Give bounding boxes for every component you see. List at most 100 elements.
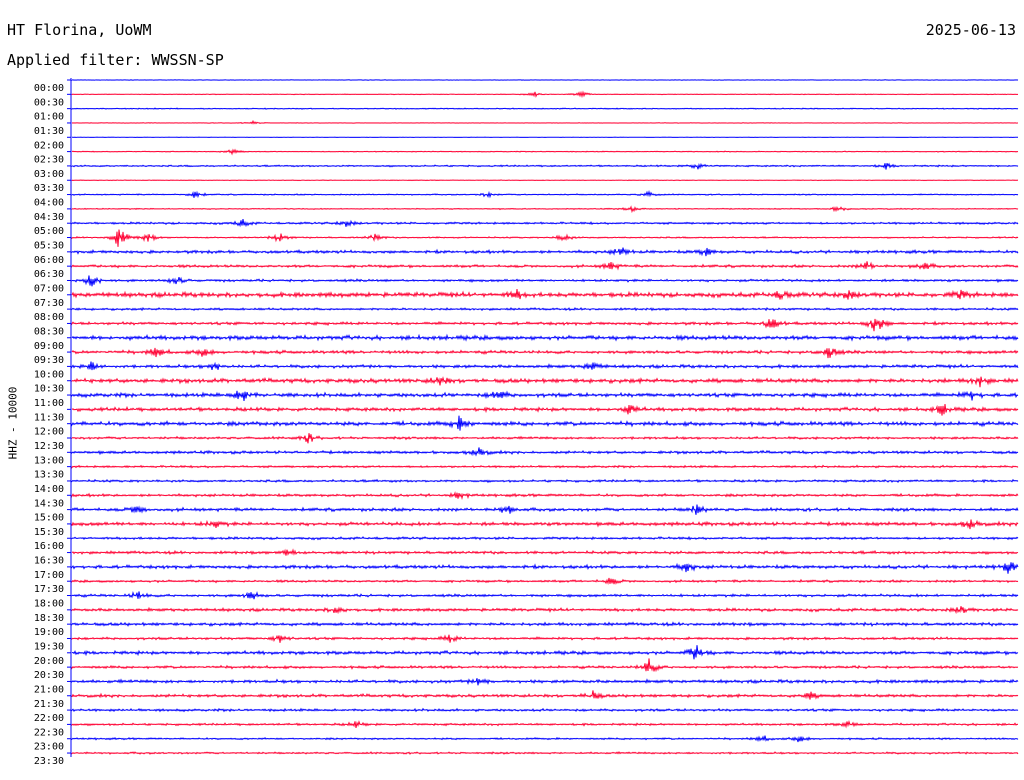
trace-row-0800 [71, 306, 1019, 312]
row-label-group: 00:00 00:30 01:00 01:30 02:00 02:30 03:00 03:30… [34, 83, 64, 767]
trace-row-1000 [71, 361, 1019, 371]
station-title: HT Florina, UoWM [7, 21, 152, 39]
trace-row-1830 [71, 606, 1019, 615]
row-time-label: 07:30 [34, 298, 64, 309]
trace-row-1430 [71, 491, 1019, 500]
row-time-label: 21:30 [34, 699, 64, 710]
filter-name: WWSSN-SP [151, 51, 224, 69]
trace-row-0430 [71, 205, 1019, 214]
trace-row-2230 [71, 719, 1019, 729]
row-time-label: 11:00 [34, 398, 64, 409]
trace-row-1200 [71, 415, 1019, 431]
row-time-label: 03:30 [34, 183, 64, 194]
row-time-label: 13:30 [34, 470, 64, 481]
row-time-label: 22:00 [34, 713, 64, 724]
trace-row-1530 [71, 519, 1019, 530]
row-time-label: 15:30 [34, 527, 64, 538]
row-time-label: 17:30 [34, 584, 64, 595]
trace-row-1400 [71, 478, 1019, 484]
row-time-label: 23:30 [34, 756, 64, 767]
row-time-label: 07:00 [34, 283, 64, 294]
filter-label: Applied filter: [7, 51, 143, 69]
row-time-label: 12:30 [34, 441, 64, 452]
trace-row-0100 [71, 107, 1019, 110]
row-time-label: 14:30 [34, 498, 64, 509]
row-time-label: 00:00 [34, 83, 64, 94]
trace-row-0330 [71, 179, 1019, 182]
filter-line: Applied filter: WWSSN-SP [7, 51, 224, 69]
row-time-label: 15:00 [34, 513, 64, 524]
trace-row-1300 [71, 447, 1019, 457]
row-time-label: 01:30 [34, 126, 64, 137]
trace-row-2030 [71, 658, 1019, 673]
trace-row-2130 [71, 690, 1019, 700]
row-time-label: 05:00 [34, 226, 64, 237]
trace-row-0400 [71, 190, 1019, 199]
trace-row-0900 [71, 333, 1019, 342]
trace-row-0730 [71, 288, 1019, 301]
row-time-label: 04:00 [34, 198, 64, 209]
trace-row-1600 [71, 535, 1019, 541]
trace-row-1030 [71, 376, 1019, 388]
trace-row-0830 [71, 318, 1019, 332]
row-time-label: 16:30 [34, 556, 64, 567]
row-time-label: 09:30 [34, 355, 64, 366]
row-time-label: 00:30 [34, 97, 64, 108]
trace-row-2330 [71, 751, 1019, 755]
trace-row-1900 [71, 621, 1019, 628]
trace-row-0500 [71, 219, 1019, 228]
trace-row-0630 [71, 261, 1019, 271]
row-time-label: 02:30 [34, 155, 64, 166]
trace-row-2300 [71, 735, 1019, 743]
row-time-label: 02:00 [34, 140, 64, 151]
trace-row-0130 [71, 119, 1018, 125]
row-time-label: 06:30 [34, 269, 64, 280]
row-time-label: 19:30 [34, 641, 64, 652]
row-time-label: 13:00 [34, 455, 64, 466]
trace-row-0700 [71, 275, 1019, 287]
trace-row-0030 [71, 90, 1019, 99]
row-time-label: 20:30 [34, 670, 64, 681]
trace-row-1230 [71, 433, 1019, 444]
trace-row-2200 [71, 707, 1019, 713]
row-time-label: 03:00 [34, 169, 64, 180]
row-time-label: 20:00 [34, 656, 64, 667]
row-time-label: 06:00 [34, 255, 64, 266]
trace-row-2100 [71, 678, 1019, 686]
row-time-label: 23:00 [34, 742, 64, 753]
trace-row-1700 [71, 562, 1019, 574]
trace-row-1330 [71, 464, 1019, 469]
trace-row-1500 [71, 504, 1019, 515]
trace-row-1800 [71, 590, 1019, 600]
row-time-label: 18:30 [34, 613, 64, 624]
row-time-label: 14:00 [34, 484, 64, 495]
trace-row-0230 [71, 148, 1019, 156]
row-time-label: 05:30 [34, 241, 64, 252]
trace-row-1100 [71, 390, 1019, 401]
trace-row-0600 [71, 247, 1019, 257]
row-time-label: 16:00 [34, 541, 64, 552]
trace-row-1130 [71, 403, 1019, 416]
row-time-label: 09:00 [34, 341, 64, 352]
trace-row-0300 [71, 162, 1019, 170]
trace-row-0530 [71, 229, 1019, 247]
trace-row-1630 [71, 548, 1019, 556]
row-time-label: 22:30 [34, 727, 64, 738]
row-time-label: 21:00 [34, 684, 64, 695]
row-time-label: 19:00 [34, 627, 64, 638]
trace-row-0930 [71, 347, 1019, 359]
row-time-label: 04:30 [34, 212, 64, 223]
row-time-label: 08:00 [34, 312, 64, 323]
trace-row-1930 [71, 634, 1019, 643]
trace-row-2000 [71, 645, 1019, 660]
axis-group [67, 78, 72, 758]
trace-row-1730 [71, 577, 1019, 586]
row-time-label: 01:00 [34, 112, 64, 123]
row-time-label: 12:00 [34, 427, 64, 438]
row-time-label: 08:30 [34, 326, 64, 337]
row-time-label: 10:00 [34, 369, 64, 380]
trace-row-0000 [71, 79, 1019, 81]
row-time-label: 11:30 [34, 412, 64, 423]
date-label: 2025-06-13 [925, 21, 1016, 39]
